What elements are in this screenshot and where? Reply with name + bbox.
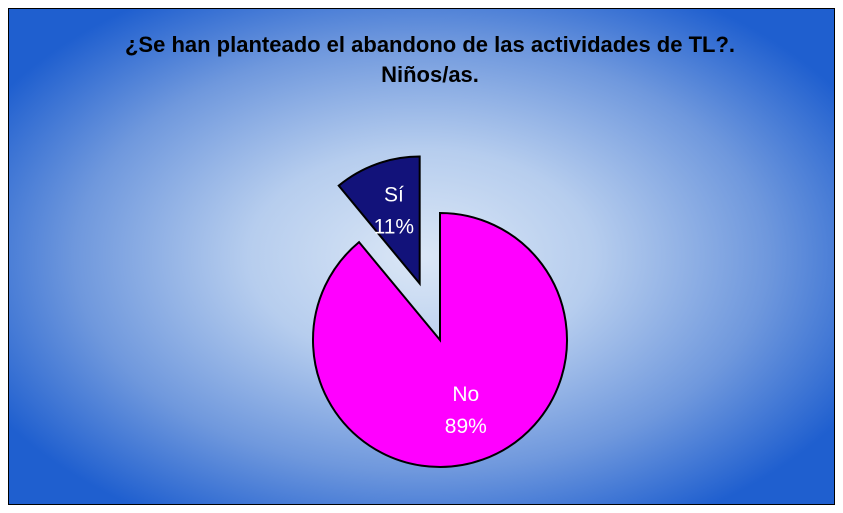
- pie-slice: [312, 211, 568, 468]
- slice-category-label: Sí: [384, 183, 404, 206]
- slice-value-label: 11%: [374, 215, 414, 238]
- pie-slice: [337, 155, 421, 287]
- slice-value-label: 89%: [445, 415, 487, 438]
- chart-title: ¿Se han planteado el abandono de las act…: [124, 32, 736, 87]
- slice-category-label: No: [452, 383, 479, 406]
